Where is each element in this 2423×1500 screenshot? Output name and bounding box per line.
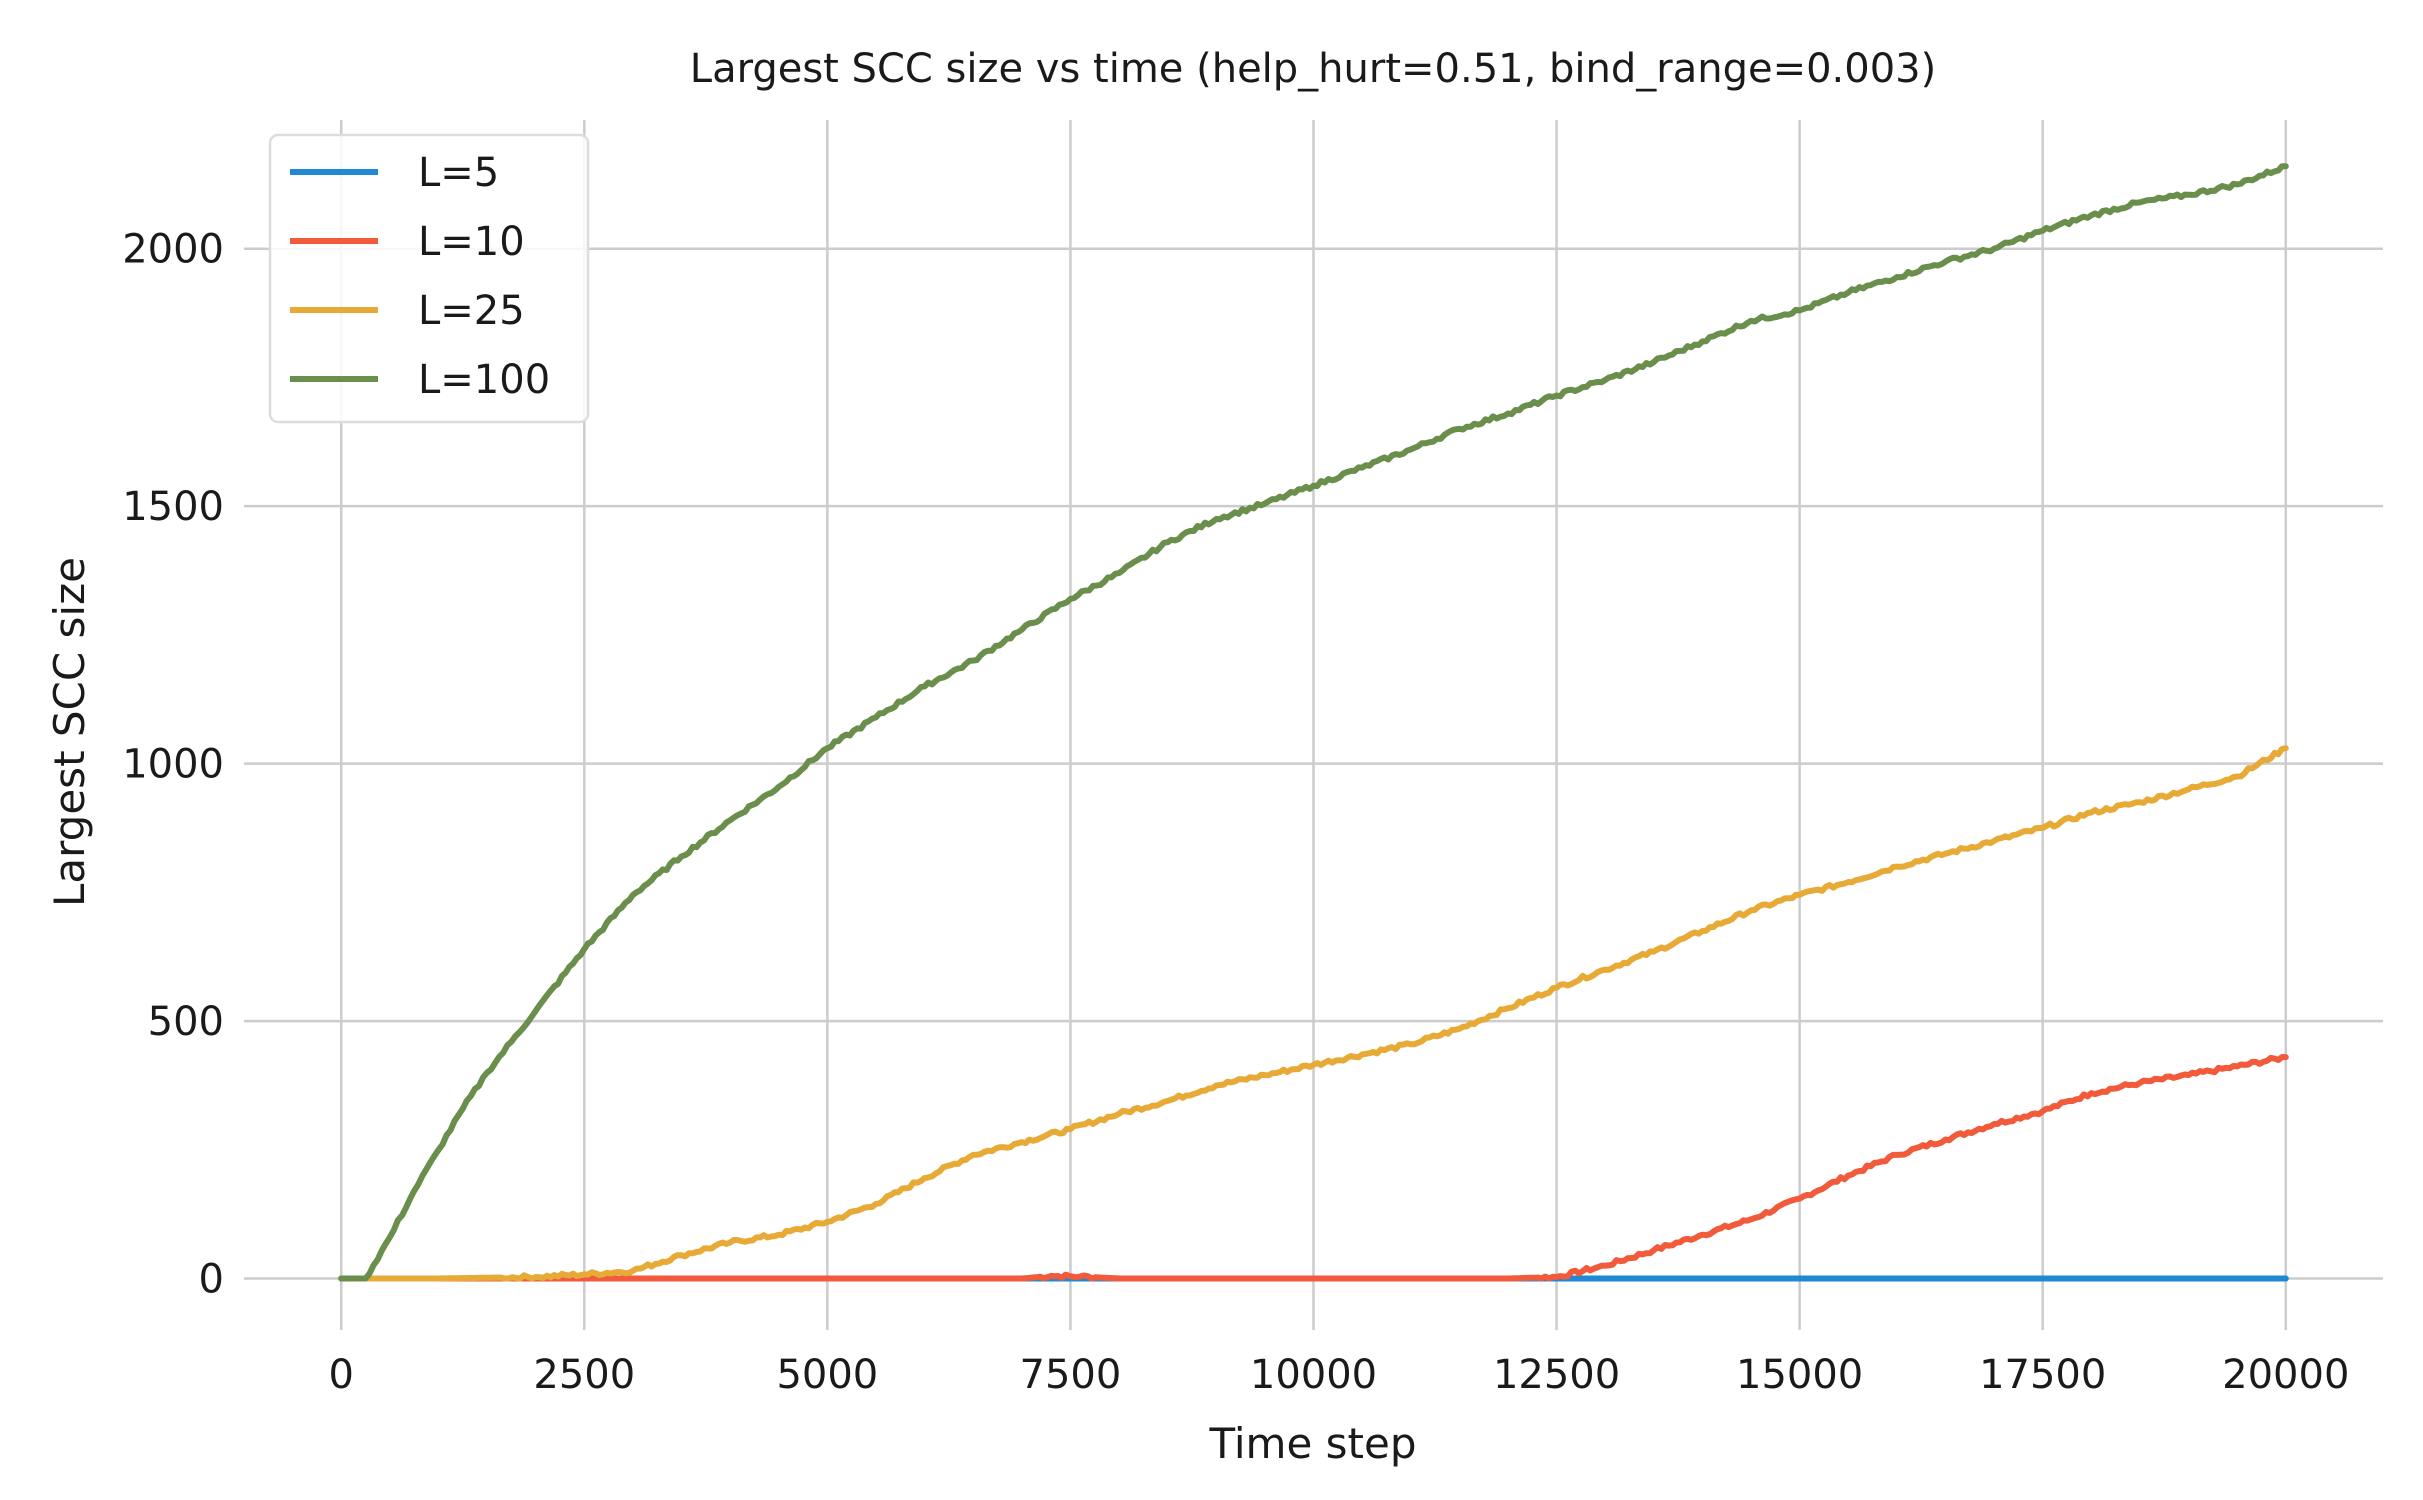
- legend-items: L=5 L=10 L=25 L=100: [290, 150, 550, 403]
- x-tick-label: 17500: [1979, 1352, 2106, 1398]
- series-line-l-25: [338, 745, 2289, 1282]
- legend-box: [268, 133, 590, 424]
- x-tick-label: 10000: [1250, 1352, 1377, 1398]
- ticks-layer: 0 2500 5000 7500 10000 12500 15000 17500 20000 0 5…: [122, 227, 2349, 1398]
- legend: L=5 L=10 L=25 L=100: [268, 133, 590, 424]
- legend-label: L=100: [418, 357, 550, 403]
- x-tick-label: 20000: [2222, 1352, 2349, 1398]
- y-tick-label: 2000: [122, 227, 224, 273]
- x-tick-label: 7500: [1020, 1352, 1122, 1398]
- y-tick-label: 1500: [122, 484, 224, 530]
- legend-label: L=10: [418, 219, 525, 265]
- series-line-l-10: [338, 1054, 2289, 1282]
- legend-label: L=25: [418, 288, 525, 334]
- x-axis-title: Time step: [1209, 1419, 1417, 1468]
- chart-title: Largest SCC size vs time (help_hurt=0.51…: [690, 46, 1936, 92]
- x-tick-label: 0: [329, 1352, 354, 1398]
- x-tick-label: 15000: [1736, 1352, 1863, 1398]
- series-layer: [338, 163, 2289, 1282]
- y-tick-label: 1000: [122, 742, 224, 788]
- legend-label: L=5: [418, 150, 499, 196]
- y-tick-label: 500: [148, 999, 224, 1045]
- y-axis-title: Largest SCC size: [45, 557, 94, 907]
- series-line-l-100: [338, 163, 2289, 1282]
- y-tick-label: 0: [199, 1257, 224, 1303]
- x-tick-label: 5000: [776, 1352, 878, 1398]
- x-tick-label: 2500: [533, 1352, 635, 1398]
- x-tick-label: 12500: [1493, 1352, 1620, 1398]
